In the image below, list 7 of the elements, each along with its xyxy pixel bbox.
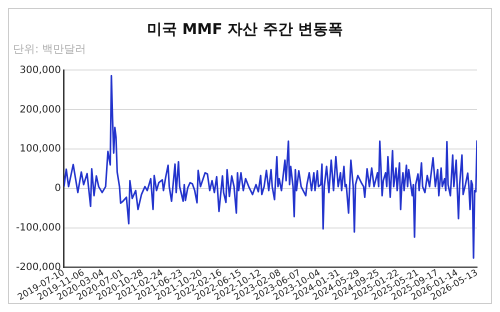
y-tick-label: -100,000	[16, 222, 61, 234]
y-tick-label: 0	[54, 183, 61, 194]
y-tick-label: 200,000	[20, 104, 61, 116]
chart-subtitle: 단위: 백만달러	[13, 42, 86, 56]
y-tick-label: 300,000	[20, 64, 61, 76]
chart-title: 미국 MMF 자산 주간 변동폭	[147, 20, 343, 38]
y-tick-label: 100,000	[20, 144, 61, 155]
